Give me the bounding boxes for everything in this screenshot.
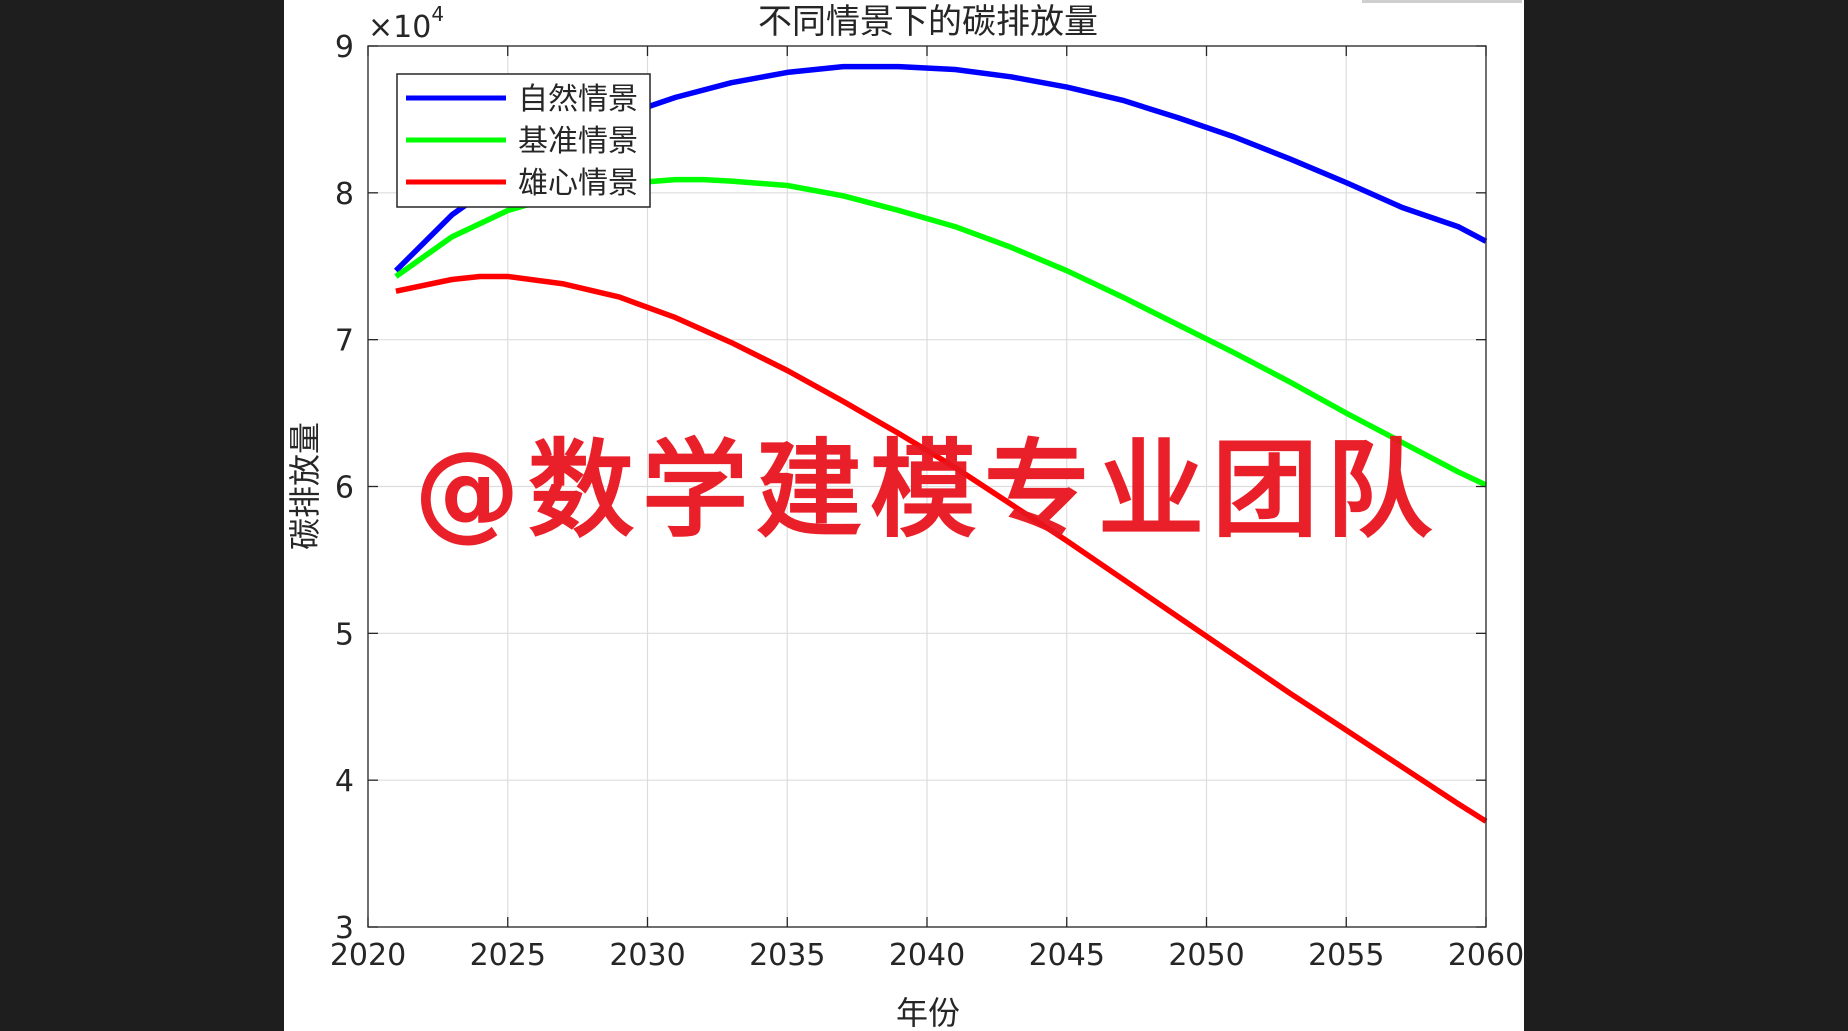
x-tick-label: 2025	[470, 938, 546, 973]
y-tick-label: 4	[335, 764, 354, 799]
y-tick-label: 3	[335, 911, 354, 946]
x-tick-label: 2035	[749, 938, 825, 973]
y-tick-label: 9	[335, 30, 354, 65]
y-multiplier: ×104	[368, 2, 444, 45]
y-tick-label: 5	[335, 617, 354, 652]
x-tick-label: 2055	[1308, 938, 1384, 973]
axis-ticks: 2020 2025 2030 2035 2040 2045 2050 2055 2060 3 4 5 6…	[330, 30, 1524, 973]
y-tick-label: 8	[335, 177, 354, 212]
x-tick-label: 2045	[1029, 938, 1105, 973]
watermark-text: @数学建模专业团队	[414, 429, 1440, 552]
legend: 自然情景 基准情景 雄心情景	[396, 73, 651, 208]
legend-label-ambitious: 雄心情景	[518, 166, 638, 201]
x-axis-label: 年份	[896, 994, 960, 1031]
x-tick-label: 2060	[1448, 938, 1524, 973]
y-multiplier-exponent: 4	[431, 2, 444, 26]
y-multiplier-base: ×10	[368, 10, 431, 45]
y-axis-label: 碳排放量	[286, 422, 324, 550]
x-tick-label: 2050	[1168, 938, 1244, 973]
chart-title: 不同情景下的碳排放量	[758, 2, 1098, 42]
x-tick-label: 2030	[609, 938, 685, 973]
x-tick-label: 2040	[889, 938, 965, 973]
top-edge-strip	[1362, 0, 1522, 3]
series-line-ambitious	[395, 273, 1488, 824]
y-tick-label: 7	[335, 324, 354, 359]
y-tick-label: 6	[335, 471, 354, 506]
legend-label-natural: 自然情景	[518, 82, 638, 117]
x-tick-label: 2020	[330, 938, 406, 973]
legend-label-baseline: 基准情景	[518, 124, 638, 159]
